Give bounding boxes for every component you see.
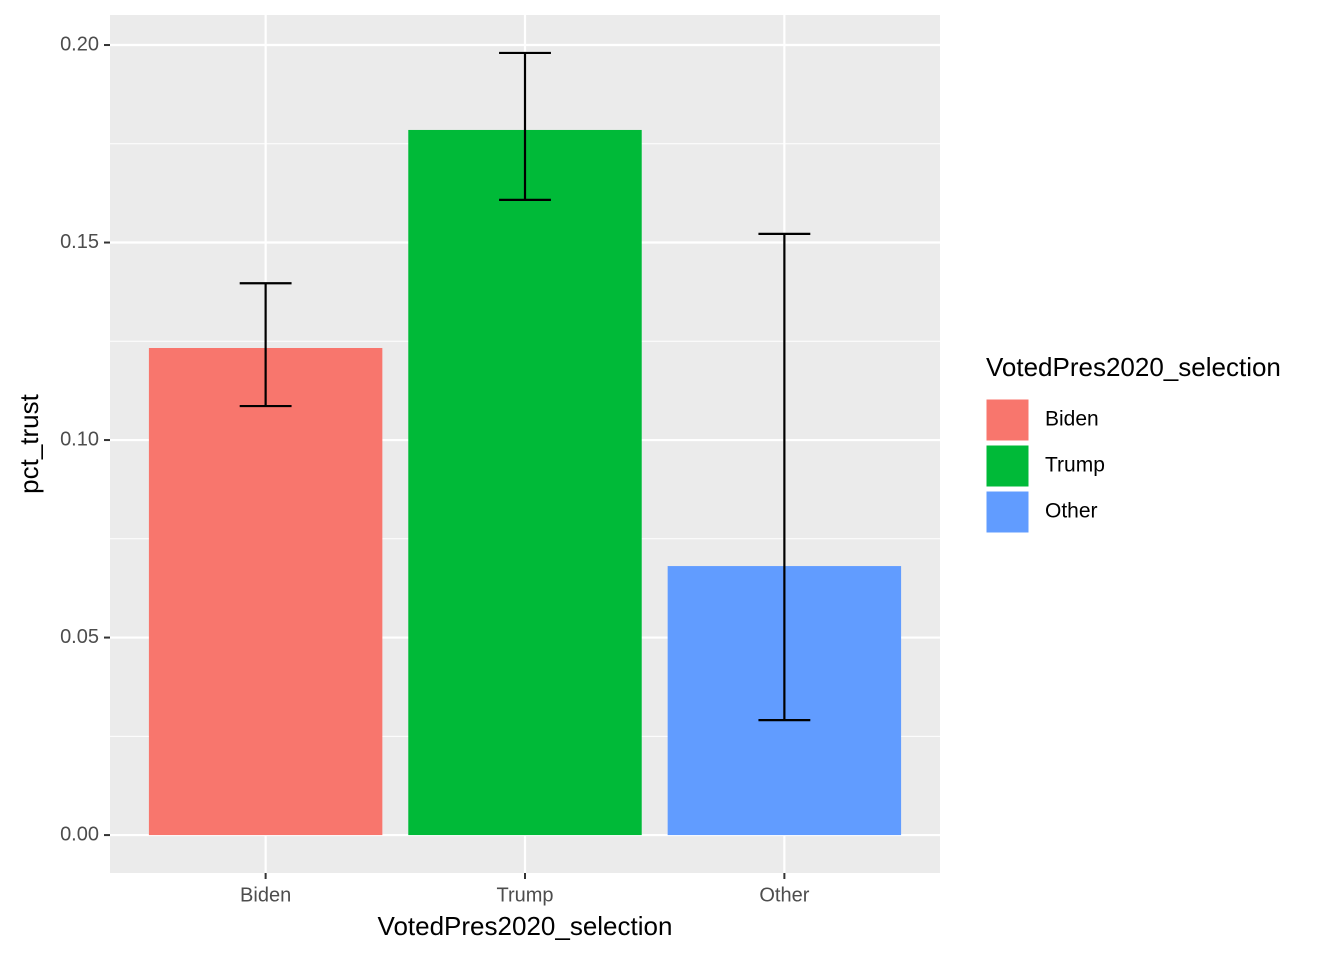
legend-key <box>985 444 1030 488</box>
x-tick-label: Other <box>759 884 809 906</box>
y-tick-label: 0.20 <box>60 33 99 55</box>
y-tick-label: 0.10 <box>60 428 99 450</box>
bar <box>408 129 642 836</box>
x-tick-label: Trump <box>496 884 553 906</box>
x-axis-title: VotedPres2020_selection <box>378 911 673 941</box>
legend-label: Biden <box>1045 408 1099 431</box>
legend-label: Trump <box>1045 454 1105 477</box>
y-tick-label: 0.00 <box>60 823 99 845</box>
y-axis-title: pct_trust <box>14 393 44 493</box>
legend-label: Other <box>1045 500 1098 523</box>
legend-key <box>985 398 1030 442</box>
x-tick-label: Biden <box>240 884 291 906</box>
legend-key <box>985 490 1030 534</box>
legend-title: VotedPres2020_selection <box>986 352 1281 382</box>
y-tick-label: 0.05 <box>60 626 99 648</box>
bar <box>148 348 383 836</box>
y-tick-label: 0.15 <box>60 231 99 253</box>
